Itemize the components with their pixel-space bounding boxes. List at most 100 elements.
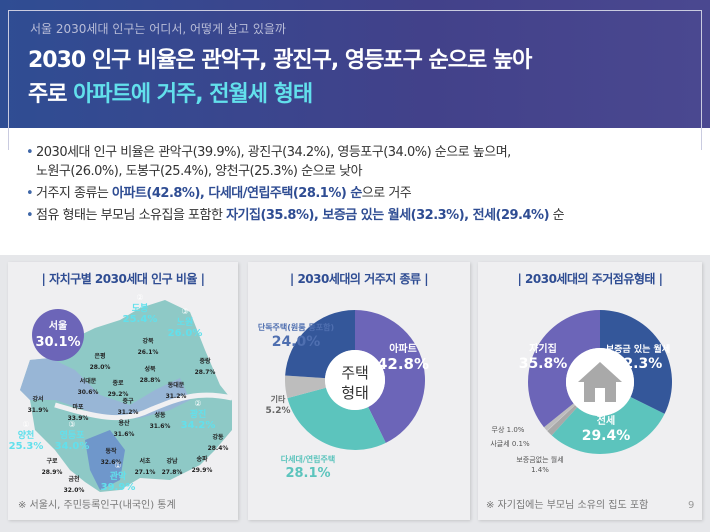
district-value: 34.0% (55, 441, 90, 452)
district-name: 강남 (166, 457, 178, 465)
bullet-3-emphasis: 자기집(35.8%), 보증금 있는 월세(32.3%), 전세(29.4%) (226, 208, 550, 223)
district-name: 관악 (110, 470, 127, 482)
district-name: 서대문 (80, 377, 97, 385)
district-name: 양천 (18, 429, 35, 441)
title-line-2: 주로 아파트에 거주, 전월세 형태 (28, 78, 531, 112)
district-name: 강동 (212, 433, 224, 441)
district-name: 광진 (190, 408, 207, 420)
rank-badge: ③ (181, 307, 188, 316)
han-river (54, 392, 233, 421)
small-slice-label: 무상 1.0% (492, 425, 525, 434)
title-line-1: 2030 인구 비율은 관악구, 광진구, 영등포구 순으로 높아 (28, 48, 532, 73)
tenure-note: ※ 자기집에는 부모님 소유의 집도 포함 (486, 500, 649, 511)
seoul-value: 30.1% (35, 335, 80, 350)
bullet-3-prefix: 점유 형태는 부모님 소유집을 포함한 (36, 208, 227, 223)
district-value: 39.9% (101, 482, 136, 493)
district-value: 29.9% (192, 467, 213, 474)
district-value: 26.0% (168, 328, 203, 339)
district-value: 28.4% (208, 445, 229, 452)
rank-badge: ② (194, 399, 201, 408)
slice-value: 28.1% (285, 466, 330, 481)
bullet-3: 점유 형태는 부모님 소유집을 포함한 자기집(35.8%), 보증금 있는 월… (26, 206, 696, 225)
donut-slice (600, 310, 672, 414)
district-value: 26.1% (138, 349, 159, 356)
district-name: 송파 (196, 455, 208, 463)
donut-slice (285, 310, 355, 379)
district-name: 서초 (139, 457, 151, 465)
bullet-2-prefix: 거주지 종류는 (36, 186, 113, 201)
bullet-2-emphasis: 아파트(42.8%), 다세대/연립주택(28.1%) 순 (112, 186, 362, 201)
slice-label: 단독주택(원룸 등포함) (258, 322, 334, 332)
slice-label: 다세대/연립주택 (281, 454, 335, 464)
bullet-3-suffix: 순 (549, 208, 565, 223)
small-slice-label: 사글세 0.1% (490, 439, 530, 448)
summary-bullets: 2030세대 인구 비율은 관악구(39.9%), 광진구(34.2%), 영등… (26, 143, 696, 228)
seoul-label: 서울 (49, 319, 67, 332)
slice-label: 아파트 (389, 342, 417, 355)
page-title: 2030 인구 비율은 관악구, 광진구, 영등포구 순으로 높아 주로 아파트… (28, 44, 532, 112)
district-value: 27.1% (135, 469, 156, 476)
donut-slice (285, 375, 327, 399)
district-name: 중구 (122, 397, 134, 405)
district-value: 28.8% (140, 377, 161, 384)
district-value: 34.2% (181, 420, 216, 431)
district-name: 은평 (94, 352, 105, 360)
district-value: 30.6% (78, 389, 99, 396)
header-frame (8, 10, 702, 150)
page-number: 9 (688, 500, 695, 511)
slice-value: 35.8% (519, 356, 568, 372)
subtitle: 서울 2030세대 인구는 어디서, 어떻게 살고 있을까 (30, 22, 286, 36)
slice-value: 5.2% (266, 406, 291, 416)
rank-badge: ③ (68, 420, 75, 429)
map-note: ※ 서울시, 주민등록인구(내국인) 통계 (18, 500, 176, 511)
district-name: 동대문 (168, 381, 185, 389)
district-value: 31.6% (150, 423, 171, 430)
district-value: 25.3% (9, 441, 44, 452)
district-value: 28.9% (42, 469, 63, 476)
slice-label: 전세 (597, 414, 615, 427)
district-value: 31.2% (118, 409, 139, 416)
bullet-1-line-2: 노원구(26.0%), 도봉구(25.4%), 양천구(25.3%) 순으로 낮… (36, 164, 363, 179)
district-name: 구로 (46, 458, 58, 465)
district-value: 28.0% (90, 364, 111, 371)
small-slice-value: 1.4% (531, 466, 549, 474)
rank-badge: ① (22, 420, 29, 429)
housing-type-title: | 2030세대의 거주지 종류 | (289, 272, 429, 286)
map-title: | 자치구별 2030세대 인구 비율 | (41, 272, 205, 286)
district-name: 용산 (118, 419, 130, 427)
donut-slice (547, 405, 578, 436)
slice-value: 29.4% (582, 428, 631, 444)
bullet-2: 거주지 종류는 아파트(42.8%), 다세대/연립주택(28.1%) 순으로 … (26, 184, 696, 203)
rank-badge: ② (136, 293, 143, 302)
slice-value: 32.3% (614, 356, 663, 372)
bullet-1-line-1: 2030세대 인구 비율은 관악구(39.9%), 광진구(34.2%), 영등… (36, 145, 511, 160)
house-icon (578, 362, 622, 402)
bullet-1: 2030세대 인구 비율은 관악구(39.9%), 광진구(34.2%), 영등… (26, 143, 696, 181)
slice-label: 보증금 있는 월세 (606, 343, 670, 355)
donut-slice (546, 404, 576, 431)
district-name: 영등포 (60, 429, 86, 441)
district-value: 27.8% (162, 469, 183, 476)
gwanak-area (85, 430, 125, 490)
district-name: 노원 (177, 316, 194, 328)
district-value: 28.7% (195, 369, 216, 376)
district-value: 29.2% (108, 391, 129, 398)
header-banner (0, 0, 710, 128)
tenure-title: | 2030세대의 주거점유형태 | (517, 272, 663, 286)
district-value: 31.2% (166, 393, 187, 400)
slice-value: 24.0% (272, 334, 321, 350)
slice-label: 기타 (271, 394, 286, 404)
river-north-districts (20, 358, 190, 420)
district-name: 성동 (154, 411, 166, 419)
district-name: 중랑 (199, 357, 211, 365)
bullet-2-suffix: 으로 거주 (361, 186, 412, 201)
district-name: 금천 (68, 475, 80, 483)
district-value: 31.9% (28, 407, 49, 414)
donut-slice (528, 310, 600, 428)
district-value: 33.9% (68, 415, 89, 422)
district-value: 25.4% (123, 314, 158, 325)
district-name: 동작 (105, 447, 117, 455)
